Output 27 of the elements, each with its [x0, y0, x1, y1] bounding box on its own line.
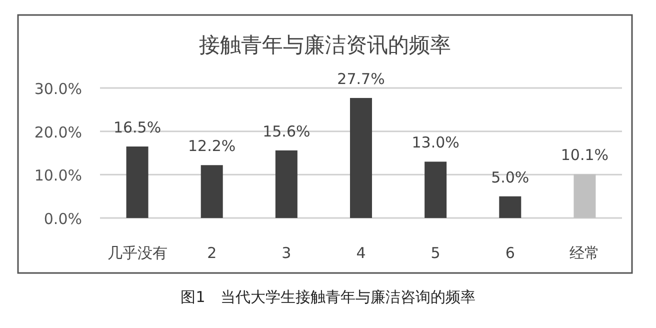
y-tick-label: 0.0%: [44, 210, 82, 228]
x-tick-label: 2: [207, 244, 217, 262]
x-tick-label: 几乎没有: [107, 244, 168, 262]
chart-title: 接触青年与廉洁资讯的频率: [199, 33, 451, 57]
caption: 图1 当代大学生接触青年与廉洁咨询的频率: [180, 288, 476, 306]
data-label: 13.0%: [412, 134, 460, 152]
bar: [126, 146, 148, 218]
y-tick-label: 10.0%: [34, 166, 82, 185]
x-tick-label: 4: [356, 244, 366, 262]
data-label: 15.6%: [262, 122, 310, 140]
x-tick-label: 3: [282, 244, 292, 262]
bar: [275, 150, 298, 218]
data-label: 12.2%: [188, 137, 236, 156]
bar: [200, 165, 223, 218]
bar: [574, 174, 596, 218]
bar: [350, 98, 372, 218]
bar: [499, 196, 522, 218]
x-tick-label: 经常: [570, 244, 600, 262]
data-label: 5.0%: [491, 168, 530, 186]
bar: [424, 162, 447, 218]
x-tick-label: 6: [505, 244, 515, 262]
data-label: 16.5%: [113, 118, 162, 136]
data-label: 27.7%: [337, 70, 385, 88]
y-tick-label: 30.0%: [34, 80, 82, 98]
y-tick-label: 20.0%: [34, 123, 82, 142]
x-tick-label: 5: [430, 244, 440, 262]
data-label: 10.1%: [560, 146, 609, 164]
